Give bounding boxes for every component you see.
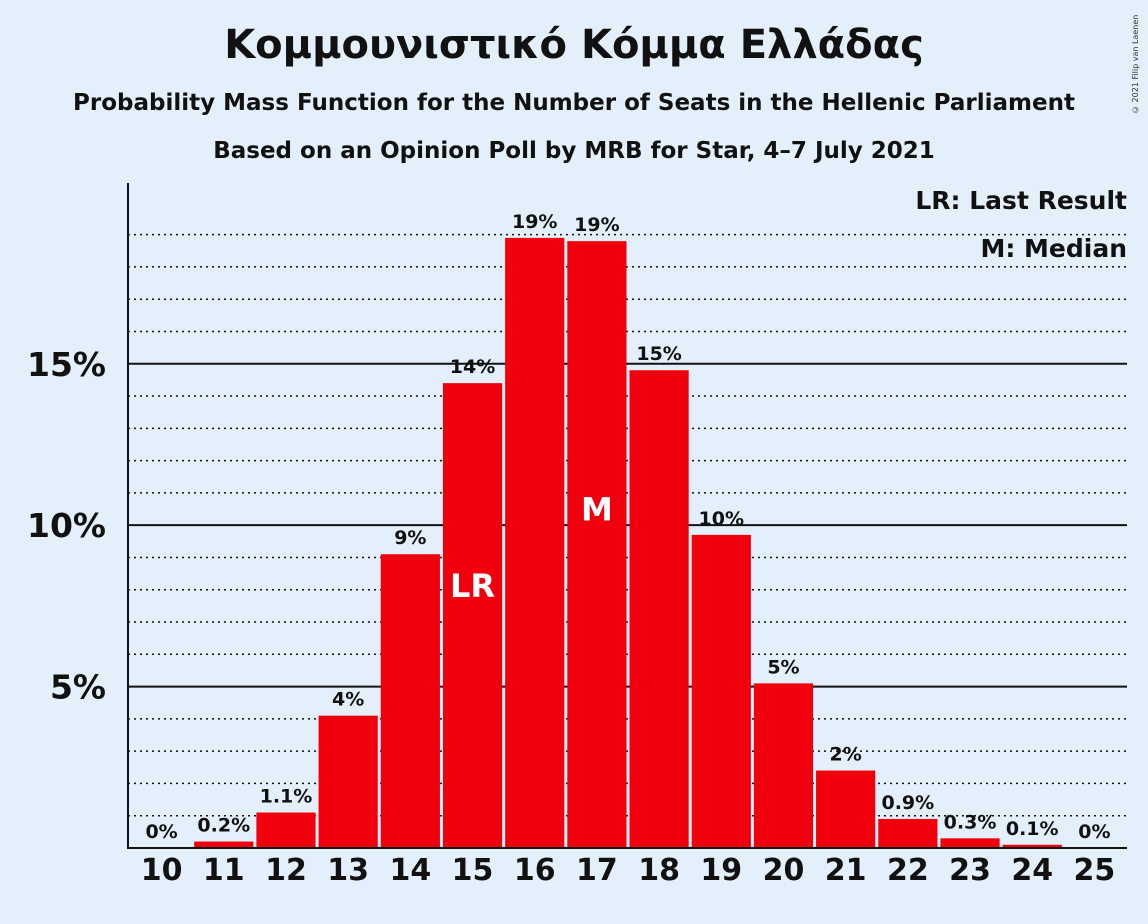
data-label-22: 0.9% xyxy=(881,792,934,814)
data-label-12: 1.1% xyxy=(260,785,313,807)
bar-16 xyxy=(505,237,565,848)
bar-13 xyxy=(318,715,378,848)
x-tick-label-19: 19 xyxy=(700,853,742,888)
data-label-11: 0.2% xyxy=(197,815,250,837)
x-tick-label-12: 12 xyxy=(265,853,307,888)
y-tick-label: 5% xyxy=(50,668,106,707)
x-tick-label-20: 20 xyxy=(763,853,805,888)
data-label-15: 14% xyxy=(450,356,495,378)
y-tick-label: 10% xyxy=(27,506,106,545)
bar-18 xyxy=(629,370,689,848)
x-tick-label-24: 24 xyxy=(1011,853,1053,888)
data-label-14: 9% xyxy=(394,527,426,549)
legend-median: M: Median xyxy=(980,234,1127,263)
data-label-25: 0% xyxy=(1078,821,1110,843)
x-tick-label-10: 10 xyxy=(141,853,183,888)
bar-24 xyxy=(1002,844,1062,848)
data-label-10: 0% xyxy=(145,821,177,843)
bar-19 xyxy=(691,534,751,848)
bar-22 xyxy=(878,818,938,848)
x-tick-label-15: 15 xyxy=(452,853,494,888)
legend-last-result: LR: Last Result xyxy=(915,186,1127,215)
bar-marker-lr: LR xyxy=(450,567,495,605)
data-label-19: 10% xyxy=(699,508,744,530)
bar-23 xyxy=(940,838,1000,848)
bars xyxy=(194,237,1062,848)
bar-14 xyxy=(380,554,440,848)
x-tick-label-25: 25 xyxy=(1074,853,1116,888)
axes xyxy=(127,183,1127,849)
bar-20 xyxy=(753,683,814,848)
data-label-21: 2% xyxy=(830,744,862,766)
x-tick-label-14: 14 xyxy=(389,853,431,888)
bar-15 xyxy=(442,383,503,848)
data-label-24: 0.1% xyxy=(1006,818,1059,840)
data-label-17: 19% xyxy=(574,214,619,236)
x-tick-label-23: 23 xyxy=(949,853,991,888)
chart-title: Κομμουνιστικό Κόμμα Ελλάδας xyxy=(224,22,924,68)
x-tick-label-16: 16 xyxy=(514,853,556,888)
x-tick-label-18: 18 xyxy=(638,853,680,888)
bar-21 xyxy=(816,770,876,848)
chart-source-subtitle: Based on an Opinion Poll by MRB for Star… xyxy=(213,138,935,164)
grid-lines: 5% 10% 15% xyxy=(27,233,1127,817)
data-label-20: 5% xyxy=(767,656,799,678)
data-label-23: 0.3% xyxy=(944,811,997,833)
x-tick-label-22: 22 xyxy=(887,853,929,888)
data-label-13: 4% xyxy=(332,689,364,711)
chart-subtitle: Probability Mass Function for the Number… xyxy=(73,90,1075,116)
bar-11 xyxy=(194,841,254,848)
data-label-16: 19% xyxy=(512,211,557,233)
x-tick-label-13: 13 xyxy=(327,853,369,888)
x-tick-label-21: 21 xyxy=(825,853,867,888)
x-tick-label-11: 11 xyxy=(203,853,245,888)
data-labels: 0% 10 0.2% 11 1.1% 12 4% 13 9% 14 14% 15 LR 19% 16 19% 1… xyxy=(141,211,1116,888)
bar-12 xyxy=(256,812,316,848)
bar-17 xyxy=(567,241,627,848)
x-tick-label-17: 17 xyxy=(576,853,618,888)
data-label-18: 15% xyxy=(636,343,681,365)
bar-marker-m: M xyxy=(581,490,613,528)
y-tick-label: 15% xyxy=(27,345,106,384)
